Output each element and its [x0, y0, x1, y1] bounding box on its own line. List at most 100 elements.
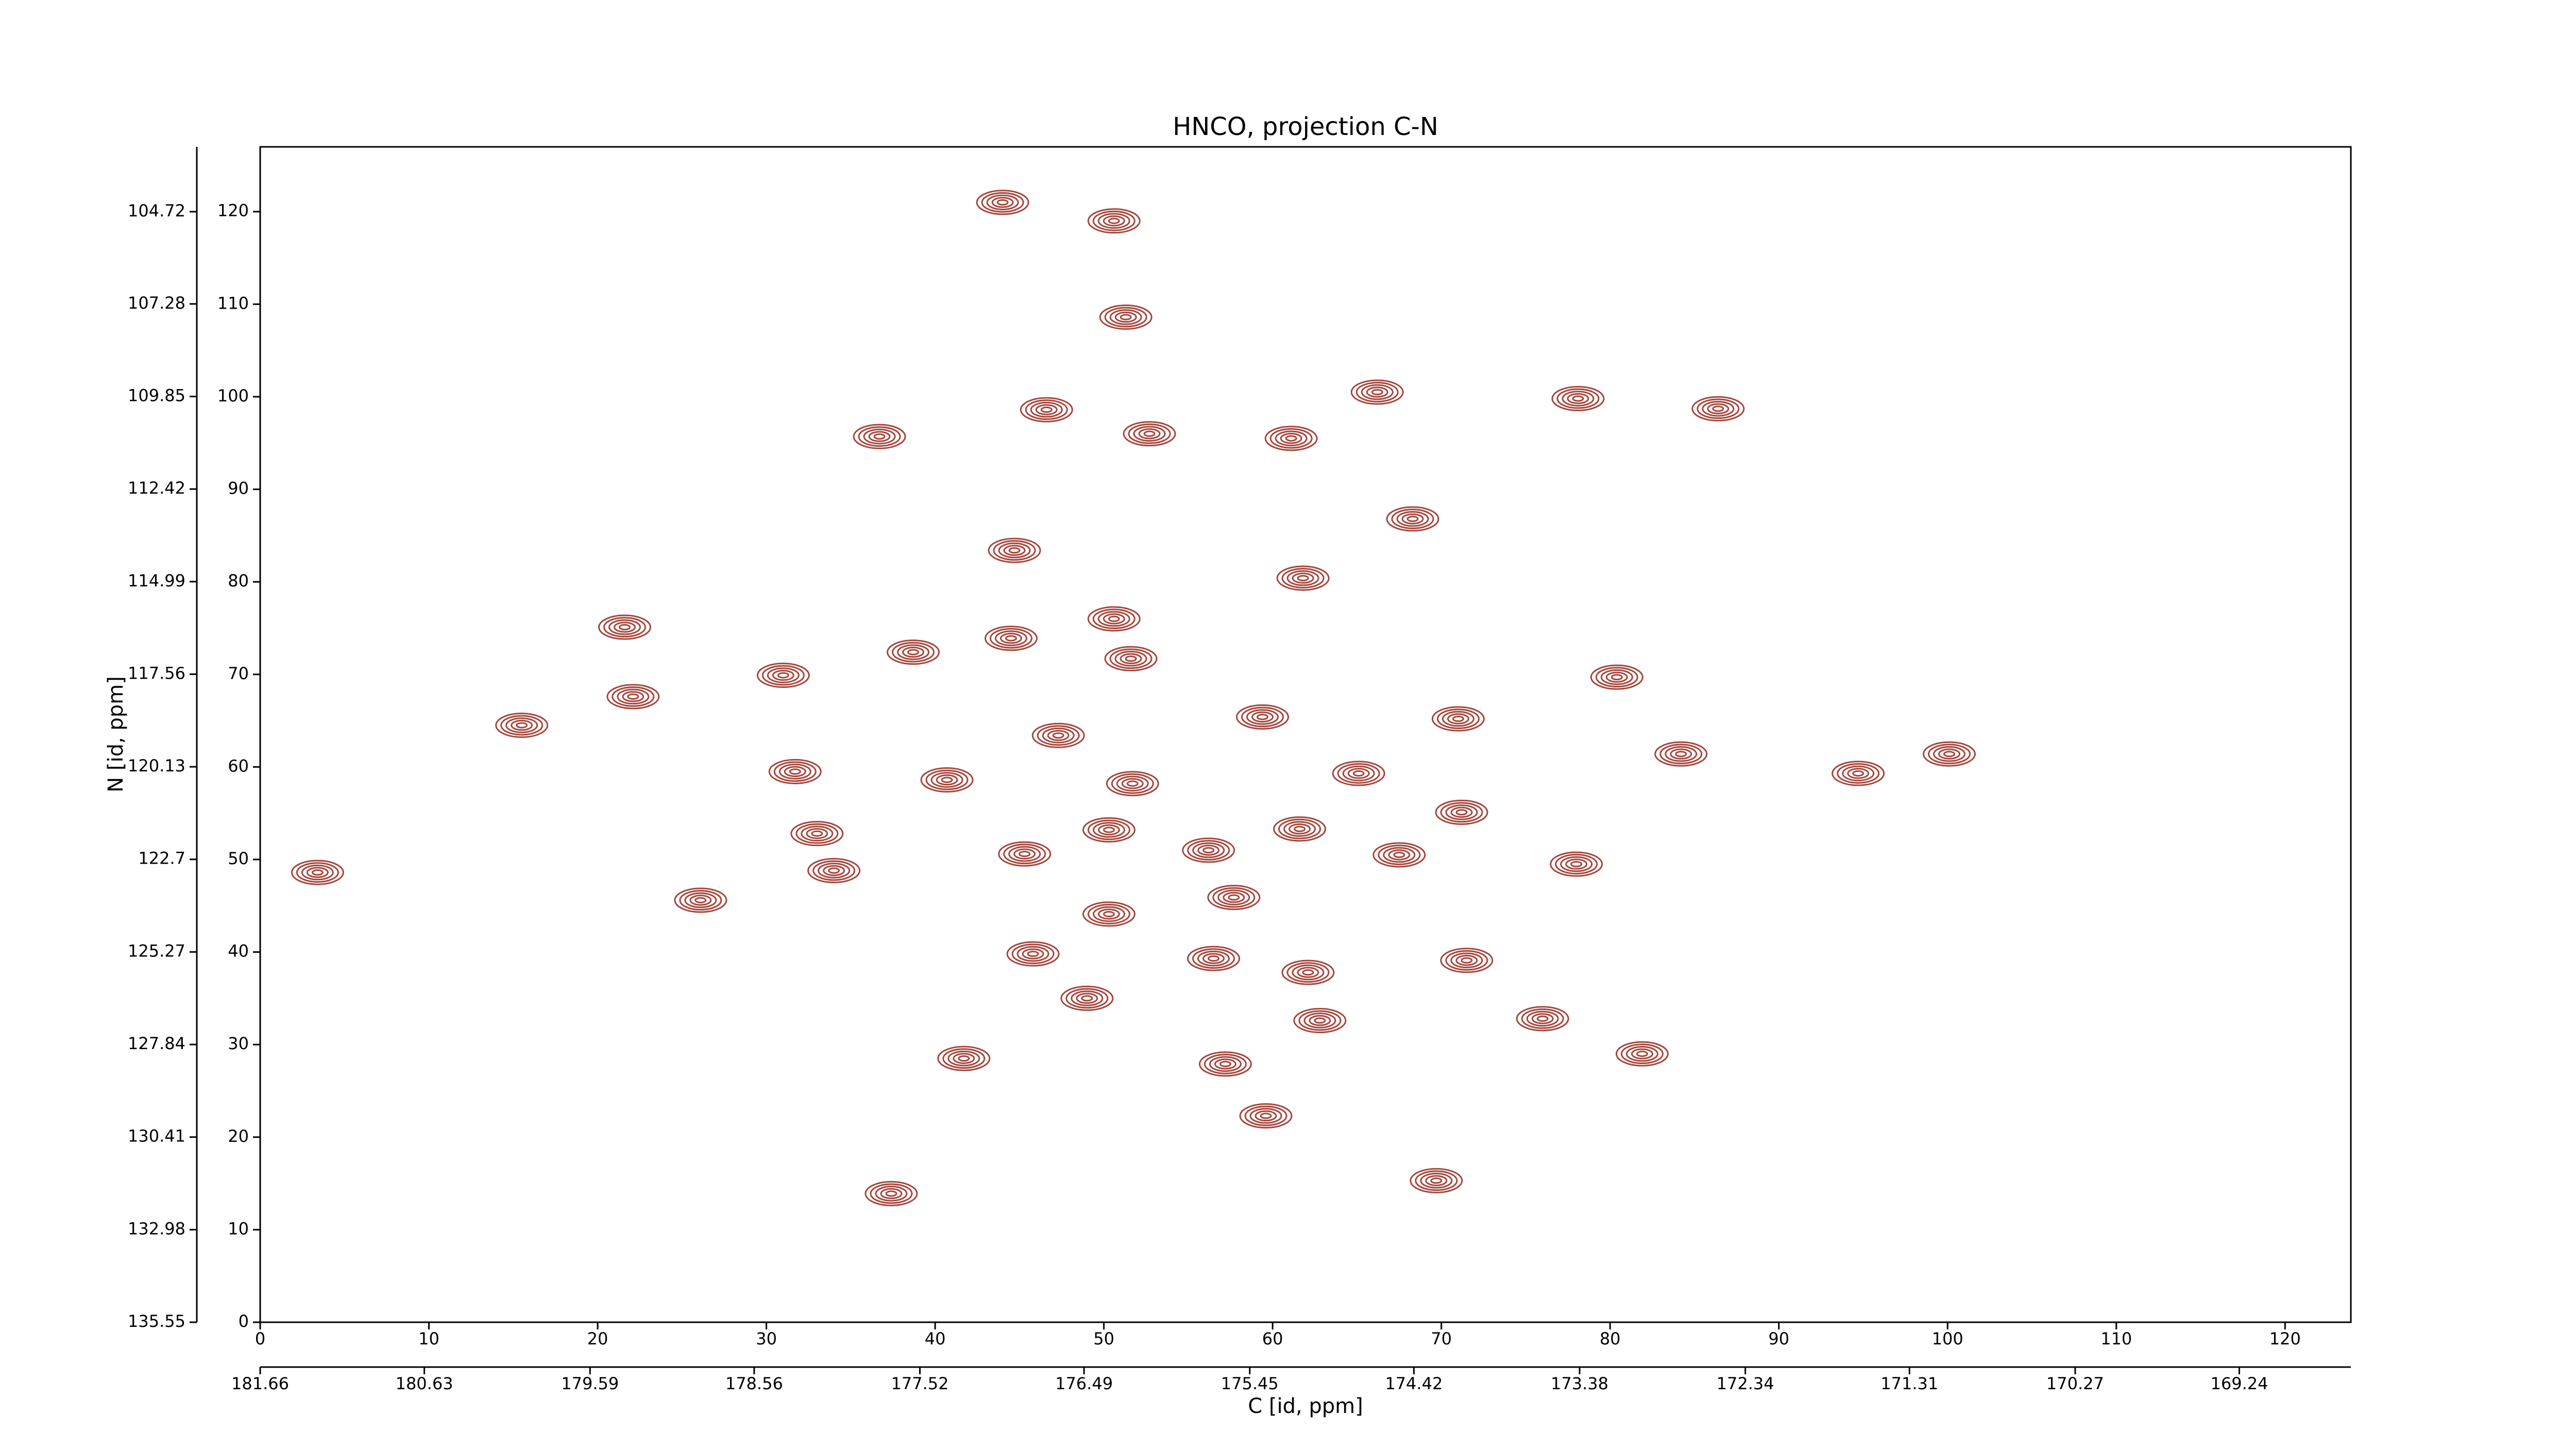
contour-ring: [1239, 1103, 1293, 1128]
contour-ring: [1620, 1043, 1664, 1065]
peak: [495, 713, 549, 738]
contour-ring: [1712, 406, 1724, 412]
contour-ring: [511, 719, 533, 731]
contour-ring: [1556, 388, 1600, 409]
contour-ring: [1922, 741, 1976, 767]
x-tick-label: 40: [925, 1329, 946, 1349]
contour-ring: [1081, 995, 1093, 1002]
contour-ring: [1076, 992, 1098, 1004]
contour-ring: [1019, 851, 1031, 857]
contour-ring: [868, 431, 891, 442]
contour-ring: [1260, 1113, 1272, 1119]
contour-ring: [1401, 513, 1424, 525]
contour-ring: [1350, 379, 1404, 405]
contour-ring: [1933, 746, 1965, 762]
contour-ring: [1047, 730, 1070, 741]
x2-tick-label: 177.52: [891, 1374, 949, 1393]
contour-ring: [777, 672, 789, 679]
contour-ring: [1202, 847, 1215, 854]
contour-ring: [1133, 426, 1166, 442]
peak: [1099, 304, 1153, 330]
contour-ring: [1337, 763, 1380, 784]
contour-ring: [789, 768, 801, 775]
contour-ring: [1082, 817, 1136, 843]
contour-ring: [1415, 1170, 1458, 1191]
contour-ring: [1297, 967, 1319, 978]
contour-ring: [1005, 635, 1017, 642]
contour-ring: [1143, 430, 1156, 437]
contour-ring: [865, 1181, 918, 1206]
contour-ring: [1943, 751, 1955, 757]
contour-ring: [993, 540, 1036, 561]
y2-tick-label: 127.84: [128, 1034, 185, 1053]
contour-ring: [999, 633, 1022, 644]
x-axis-label: C [id, ppm]: [1248, 1394, 1363, 1418]
contour-ring: [1275, 430, 1308, 447]
contour-ring: [875, 1186, 908, 1202]
contour-ring: [1455, 955, 1478, 966]
peak: [1550, 851, 1603, 877]
peak: [853, 424, 906, 449]
contour-ring: [1938, 748, 1960, 760]
contour-ring: [823, 865, 845, 877]
y-tick-label: 10: [228, 1219, 249, 1238]
y2-tick-label: 117.56: [128, 663, 185, 683]
contour-ring: [858, 426, 901, 447]
contour-ring: [1276, 565, 1330, 591]
contour-ring: [684, 892, 717, 908]
contour-ring: [1006, 941, 1060, 967]
peak: [1410, 1168, 1463, 1193]
peak: [1187, 946, 1241, 971]
contour-ring: [1182, 837, 1235, 863]
peak: [1207, 885, 1261, 911]
peak: [790, 821, 844, 847]
y2-tick-label: 120.13: [128, 756, 185, 776]
x2-tick-label: 169.24: [2211, 1374, 2268, 1393]
contour-ring: [1103, 215, 1125, 227]
peak: [988, 537, 1041, 563]
contour-ring: [1285, 435, 1297, 442]
contour-ring: [613, 621, 636, 633]
contour-ring: [1099, 304, 1153, 330]
contour-ring: [689, 895, 712, 906]
contour-ring: [311, 869, 324, 876]
y2-tick-label: 135.55: [128, 1311, 185, 1331]
contour-ring: [1691, 396, 1745, 422]
contour-ring: [1361, 384, 1394, 400]
contour-ring: [1251, 711, 1274, 723]
peak: [606, 684, 660, 710]
contour-ring: [598, 614, 651, 640]
peak: [768, 759, 822, 784]
contour-ring: [1052, 732, 1064, 739]
contour-ring: [622, 691, 645, 702]
contour-ring: [1246, 709, 1279, 725]
x-tick-label: 30: [756, 1329, 777, 1349]
contour-ring: [1565, 858, 1588, 870]
contour-ring: [1440, 802, 1483, 823]
contour-ring: [1103, 911, 1115, 918]
y-tick-label: 90: [228, 479, 249, 498]
y2-tick-label: 107.28: [128, 293, 185, 313]
peak: [984, 626, 1038, 651]
contour-ring: [1286, 570, 1319, 586]
peak: [1082, 817, 1136, 843]
y-tick-label: 20: [228, 1126, 249, 1146]
contour-ring: [1560, 856, 1593, 872]
contour-ring: [936, 774, 958, 786]
contour-ring: [1366, 386, 1388, 398]
y-axis-label: N [id, ppm]: [104, 676, 128, 793]
peak: [1615, 1041, 1669, 1067]
contour-ring: [1087, 819, 1130, 840]
contour-ring: [1087, 208, 1141, 234]
contours: [291, 190, 1976, 1206]
contour-ring: [1092, 609, 1136, 629]
peak: [1235, 704, 1289, 730]
contour-ring: [988, 537, 1041, 563]
contour-ring: [1435, 799, 1488, 825]
contour-ring: [994, 630, 1027, 647]
x2-tick-label: 172.34: [1717, 1374, 1774, 1393]
contour-ring: [1087, 904, 1130, 924]
peak: [1104, 646, 1158, 671]
peak: [1264, 426, 1318, 451]
contour-ring: [784, 766, 806, 778]
